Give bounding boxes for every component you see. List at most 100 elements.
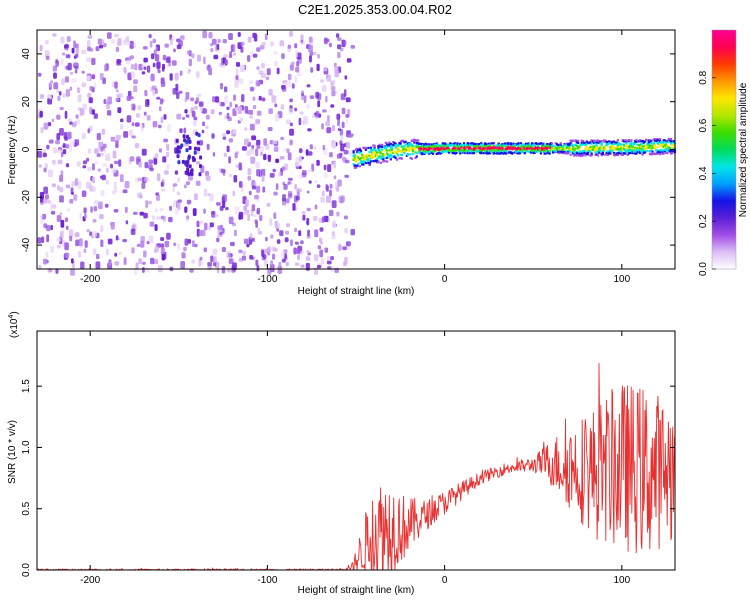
spectrogram-cell (492, 142, 495, 145)
spectrogram-cell (374, 159, 377, 162)
spectrogram-cell (622, 148, 626, 151)
spectrogram-cell (567, 143, 570, 146)
spectrogram-cell (377, 156, 380, 159)
spectrogram-cell (392, 144, 395, 147)
spectrogram-cell (45, 40, 49, 45)
spectrogram-cell (329, 152, 333, 158)
spectrogram-cell (462, 149, 466, 152)
spectrogram-cell (146, 65, 151, 73)
spectrogram-cell (316, 159, 320, 166)
spectrogram-cell (281, 85, 287, 92)
spectrogram-cell (502, 143, 505, 146)
spectrogram-cell (390, 151, 394, 154)
spectrogram-cell (624, 152, 627, 155)
spectrogram-cell (96, 253, 100, 260)
spectrogram-cell (203, 56, 206, 65)
spectrogram-cell (412, 147, 415, 150)
spectrogram-cell (389, 151, 392, 154)
spectrogram-cell (130, 64, 135, 70)
spectrogram-cell (541, 144, 544, 147)
spectrogram-cell (399, 140, 402, 143)
spectrogram-cell (625, 142, 628, 145)
spectrogram-cell (71, 78, 77, 83)
spectrogram-cell (663, 148, 666, 151)
spectrogram-cell (353, 166, 356, 169)
spectrogram-cell (644, 151, 647, 154)
spectrogram-cell (91, 74, 96, 80)
spectrogram-cell (122, 189, 128, 194)
x-tick: -100 (257, 331, 278, 586)
spectrogram-cell (356, 154, 359, 158)
spectrogram-cell (417, 139, 420, 142)
spectrogram-cell (199, 256, 203, 261)
spectrogram-cell (134, 63, 138, 71)
spectrogram-cell (252, 96, 256, 101)
spectrogram-cell (52, 65, 57, 72)
spectrogram-cell (221, 57, 224, 66)
colorbar-tick: 0.6 (698, 118, 716, 133)
spectrogram-cell (70, 140, 75, 146)
spectrogram-cell (410, 157, 413, 160)
spectrogram-cell (108, 259, 112, 266)
spectrogram-cell (440, 150, 443, 153)
spectrogram-cell (585, 140, 588, 143)
spectrogram-cell (161, 67, 165, 72)
spectrogram-cell (366, 156, 369, 159)
spectrogram-cell (394, 144, 397, 147)
spectrogram-cell (609, 149, 612, 152)
spectrogram-cell (579, 154, 582, 157)
spectrogram-cell (517, 146, 520, 149)
spectrogram-cell (238, 78, 244, 85)
spectrogram-cell (259, 146, 264, 153)
spectrogram-cell (39, 44, 43, 52)
spectrogram-cell (173, 48, 176, 53)
spectrogram-cell (142, 46, 148, 50)
spectrogram-cell (562, 145, 565, 148)
spectrogram-cell (274, 103, 278, 108)
spectrogram-cell (564, 145, 567, 148)
spectrogram-cell (300, 250, 304, 256)
spectrogram-cell (81, 190, 87, 197)
spectrogram-cell (648, 144, 652, 147)
y-tick: 1.5 (21, 379, 675, 393)
spectrogram-cell (69, 144, 72, 153)
spectrogram-cell (87, 35, 93, 39)
spectrogram-cell (613, 148, 616, 151)
spectrogram-cell (99, 214, 104, 220)
spectrogram-cell (377, 148, 380, 152)
spectrogram-cell (224, 95, 229, 104)
spectrogram-cell (403, 141, 406, 144)
spectrogram-cell (105, 179, 109, 185)
spectrogram-cell (237, 32, 241, 37)
spectrogram-cell (184, 206, 188, 213)
spectrogram-cell (409, 143, 412, 146)
spectrogram-cell (74, 69, 78, 74)
spectrogram-cell (472, 148, 475, 151)
spectrogram-cell (599, 146, 602, 149)
spectrogram-cell (589, 150, 592, 153)
spectrogram-cell (176, 191, 180, 196)
spectrogram-cell (611, 141, 614, 144)
spectrogram-cell (260, 72, 266, 79)
spectrogram-cell (77, 119, 81, 125)
spectrogram-cell (634, 152, 637, 155)
spectrogram-cell (93, 206, 98, 212)
spectrogram-cell (524, 149, 528, 152)
spectrogram-cell (320, 79, 324, 83)
spectrogram-cell (294, 43, 298, 49)
spectrogram-cell (184, 238, 189, 246)
spectrogram-cell (110, 136, 116, 142)
spectrogram-cell (152, 89, 156, 96)
spectrogram-cell (652, 143, 655, 146)
spectrogram-cell (187, 172, 191, 176)
spectrogram-cell (358, 165, 361, 168)
spectrogram-cell (388, 154, 391, 157)
spectrogram-cell (327, 164, 332, 172)
spectrogram-cell (523, 147, 526, 150)
spectrogram-cell (575, 144, 578, 147)
spectrogram-cell (191, 259, 196, 264)
spectrogram-cell (160, 215, 165, 220)
spectrogram-cell (536, 149, 539, 152)
spectrogram-cell (65, 144, 70, 149)
spectrogram-cell (196, 54, 201, 62)
